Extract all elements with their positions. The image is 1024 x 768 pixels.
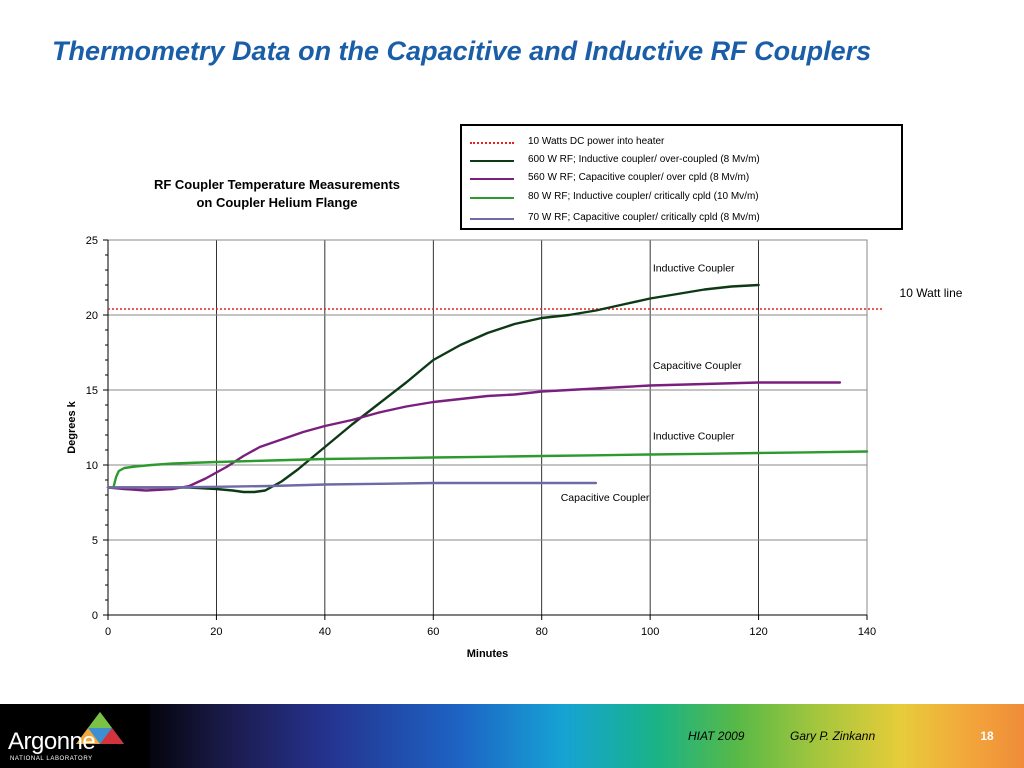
annotation-10-watt-line: 10 Watt line bbox=[900, 286, 963, 300]
legend-swatch-70w-capacitive bbox=[470, 218, 514, 220]
annotation-inductive-coupler-80w: Inductive Coupler bbox=[653, 431, 735, 443]
legend-swatch-dc-heater bbox=[470, 142, 514, 144]
x-tick-label-5: 100 bbox=[641, 626, 659, 638]
legend-item-560w-capacitive: 560 W RF; Capacitive coupler/ over cpld … bbox=[462, 170, 901, 188]
legend-item-dc-heater: 10 Watts DC power into heater bbox=[462, 134, 901, 152]
y-tick-label-2: 10 bbox=[86, 460, 98, 472]
x-axis-label: Minutes bbox=[467, 648, 509, 660]
annotation-capacitive-coupler-70w: Capacitive Coupler bbox=[561, 492, 650, 504]
legend-swatch-560w-capacitive bbox=[470, 178, 514, 180]
logo-subtitle: NATIONAL LABORATORY bbox=[10, 756, 93, 762]
x-tick-label-1: 20 bbox=[210, 626, 222, 638]
argonne-logo: Argonne NATIONAL LABORATORY bbox=[0, 704, 150, 768]
legend-label-560w-capacitive: 560 W RF; Capacitive coupler/ over cpld … bbox=[528, 172, 750, 183]
legend-label-80w-inductive: 80 W RF; Inductive coupler/ critically c… bbox=[528, 191, 759, 202]
y-tick-label-3: 15 bbox=[86, 385, 98, 397]
slide-title: Thermometry Data on the Capacitive and I… bbox=[52, 36, 872, 66]
legend-swatch-600w-inductive bbox=[470, 160, 514, 162]
legend-label-600w-inductive: 600 W RF; Inductive coupler/ over-couple… bbox=[528, 154, 760, 165]
y-tick-label-0: 0 bbox=[92, 610, 98, 622]
footer-event: HIAT 2009 bbox=[688, 729, 745, 743]
x-tick-label-2: 40 bbox=[319, 626, 331, 638]
legend-item-600w-inductive: 600 W RF; Inductive coupler/ over-couple… bbox=[462, 152, 901, 170]
series-line-80w-inductive bbox=[106, 450, 869, 489]
annotation-inductive-coupler-600w: Inductive Coupler bbox=[653, 263, 735, 275]
chart-title: RF Coupler Temperature Measurements on C… bbox=[118, 176, 436, 212]
y-tick-label-4: 20 bbox=[86, 310, 98, 322]
legend-label-70w-capacitive: 70 W RF; Capacitive coupler/ critically … bbox=[528, 212, 760, 223]
series-line-70w-capacitive bbox=[106, 481, 598, 489]
legend-item-80w-inductive: 80 W RF; Inductive coupler/ critically c… bbox=[462, 189, 901, 207]
x-tick-label-4: 80 bbox=[536, 626, 548, 638]
annotation-capacitive-coupler-560w: Capacitive Coupler bbox=[653, 360, 742, 372]
x-tick-label-3: 60 bbox=[427, 626, 439, 638]
x-tick-label-0: 0 bbox=[105, 626, 111, 638]
legend-item-70w-capacitive: 70 W RF; Capacitive coupler/ critically … bbox=[462, 210, 901, 228]
footer-author: Gary P. Zinkann bbox=[790, 729, 876, 743]
y-axis-label: Degrees k bbox=[66, 400, 78, 453]
y-tick-label-1: 5 bbox=[92, 535, 98, 547]
logo-triangle-icon bbox=[76, 712, 124, 744]
chart-legend: 10 Watts DC power into heater 600 W RF; … bbox=[460, 124, 903, 230]
legend-label-dc-heater: 10 Watts DC power into heater bbox=[528, 136, 665, 147]
series-line-560w-capacitive bbox=[106, 381, 842, 492]
series-line-600w-inductive bbox=[106, 283, 760, 494]
legend-swatch-80w-inductive bbox=[470, 197, 514, 199]
plot-area-frame bbox=[107, 239, 868, 616]
y-tick-label-5: 25 bbox=[86, 235, 98, 247]
logo-name: Argonne bbox=[8, 728, 96, 755]
temperature-chart: 0 5 10 15 20 25 0 20 40 60 80 100 120 140 Minutes Degre… bbox=[66, 235, 963, 660]
page-number: 18 bbox=[980, 729, 994, 743]
chart-title-line-1: RF Coupler Temperature Measurements bbox=[153, 177, 401, 192]
x-tick-label-6: 120 bbox=[749, 626, 767, 638]
footer-bar bbox=[0, 704, 1024, 768]
x-tick-label-7: 140 bbox=[858, 626, 876, 638]
chart-title-line-2: on Coupler Helium Flange bbox=[196, 195, 358, 210]
